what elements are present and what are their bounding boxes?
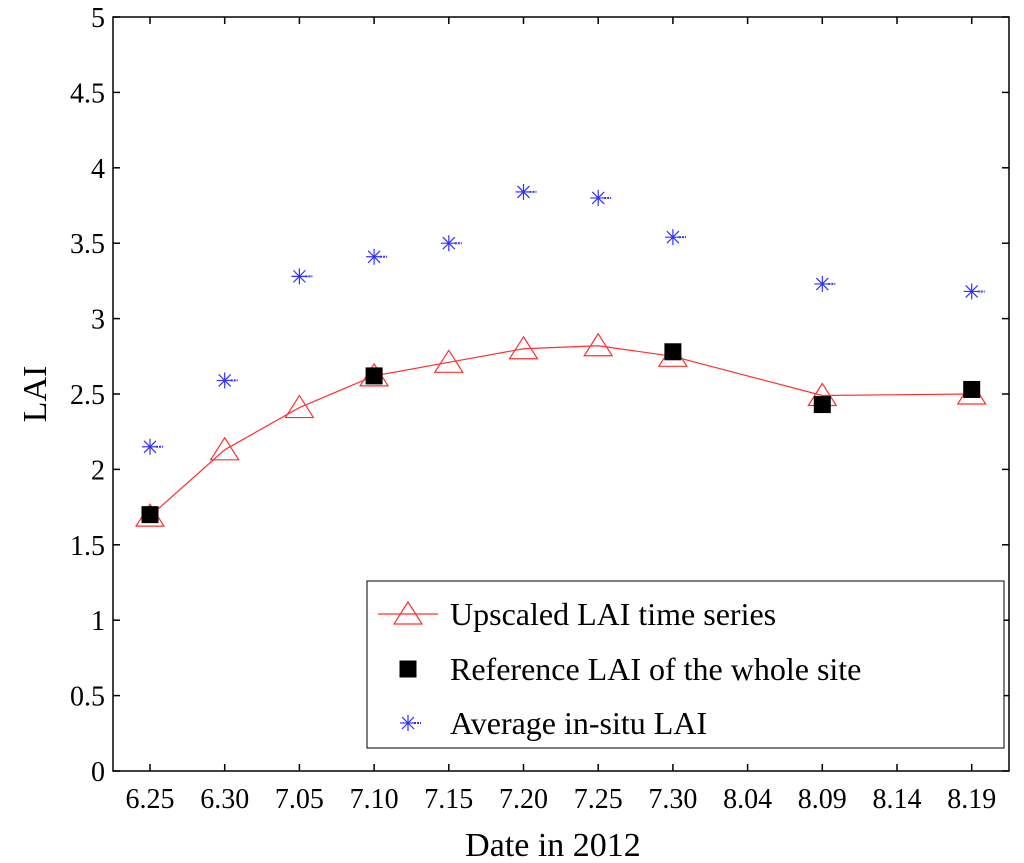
data-point (814, 275, 836, 292)
legend-label: Upscaled LAI time series (450, 596, 776, 632)
y-tick-label: 2.5 (70, 380, 105, 411)
data-point (664, 343, 682, 361)
data-point (440, 235, 462, 252)
data-point (366, 248, 388, 265)
data-point (590, 189, 612, 206)
axis-ticks: 0 0.5 1 1.5 2 2.5 3 3.5 4 4.5 5 6.25 6.30 7.05 7.10 7.1… (70, 3, 1009, 815)
legend-label: Average in-situ LAI (450, 705, 707, 741)
data-point (216, 372, 238, 389)
legend: Upscaled LAI time series Reference LAI of… (366, 580, 1005, 749)
data-point (813, 396, 831, 414)
data-point (291, 268, 313, 285)
y-tick-label: 4 (91, 154, 105, 185)
y-tick-label: 1.5 (70, 531, 105, 562)
y-tick-label: 3.5 (70, 229, 105, 260)
x-tick-label: 7.30 (648, 784, 697, 815)
legend-marker (392, 600, 424, 625)
y-tick-label: 3 (91, 305, 105, 336)
data-point (365, 367, 383, 385)
legend-label: Reference LAI of the whole site (450, 651, 861, 687)
x-tick-label: 7.25 (574, 784, 623, 815)
y-tick-label: 0 (91, 757, 105, 788)
data-point (433, 349, 464, 373)
y-tick-label: 4.5 (70, 78, 105, 109)
series-2 (141, 343, 981, 524)
x-tick-label: 7.05 (275, 784, 324, 815)
series-layer (134, 183, 987, 527)
x-tick-label: 8.09 (798, 784, 847, 815)
series-3 (142, 183, 985, 455)
legend-marker (399, 660, 417, 678)
x-tick-label: 8.04 (723, 784, 772, 815)
data-point (284, 394, 315, 419)
x-axis-label: Date in 2012 (465, 827, 641, 863)
y-tick-label: 2 (91, 455, 105, 486)
data-point (515, 183, 537, 200)
data-point (508, 335, 539, 360)
x-tick-label: 8.19 (947, 784, 996, 815)
x-tick-label: 6.30 (200, 784, 249, 815)
y-tick-label: 1 (91, 606, 105, 637)
data-point (583, 332, 614, 357)
legend-box (366, 580, 1005, 749)
data-point (142, 438, 163, 455)
y-tick-label: 5 (91, 3, 105, 34)
legend-marker (400, 715, 421, 731)
data-point (664, 229, 686, 246)
x-tick-label: 6.25 (126, 784, 175, 815)
series-line (149, 345, 972, 517)
y-tick-label: 0.5 (70, 682, 105, 713)
data-point (963, 283, 985, 300)
x-tick-label: 7.20 (499, 784, 548, 815)
data-point (141, 506, 159, 524)
data-point (963, 380, 981, 398)
x-tick-label: 8.14 (873, 784, 922, 815)
x-tick-label: 7.15 (424, 784, 473, 815)
data-point (209, 436, 240, 461)
y-axis-label: LAI (17, 366, 54, 423)
x-tick-label: 7.10 (350, 784, 399, 815)
